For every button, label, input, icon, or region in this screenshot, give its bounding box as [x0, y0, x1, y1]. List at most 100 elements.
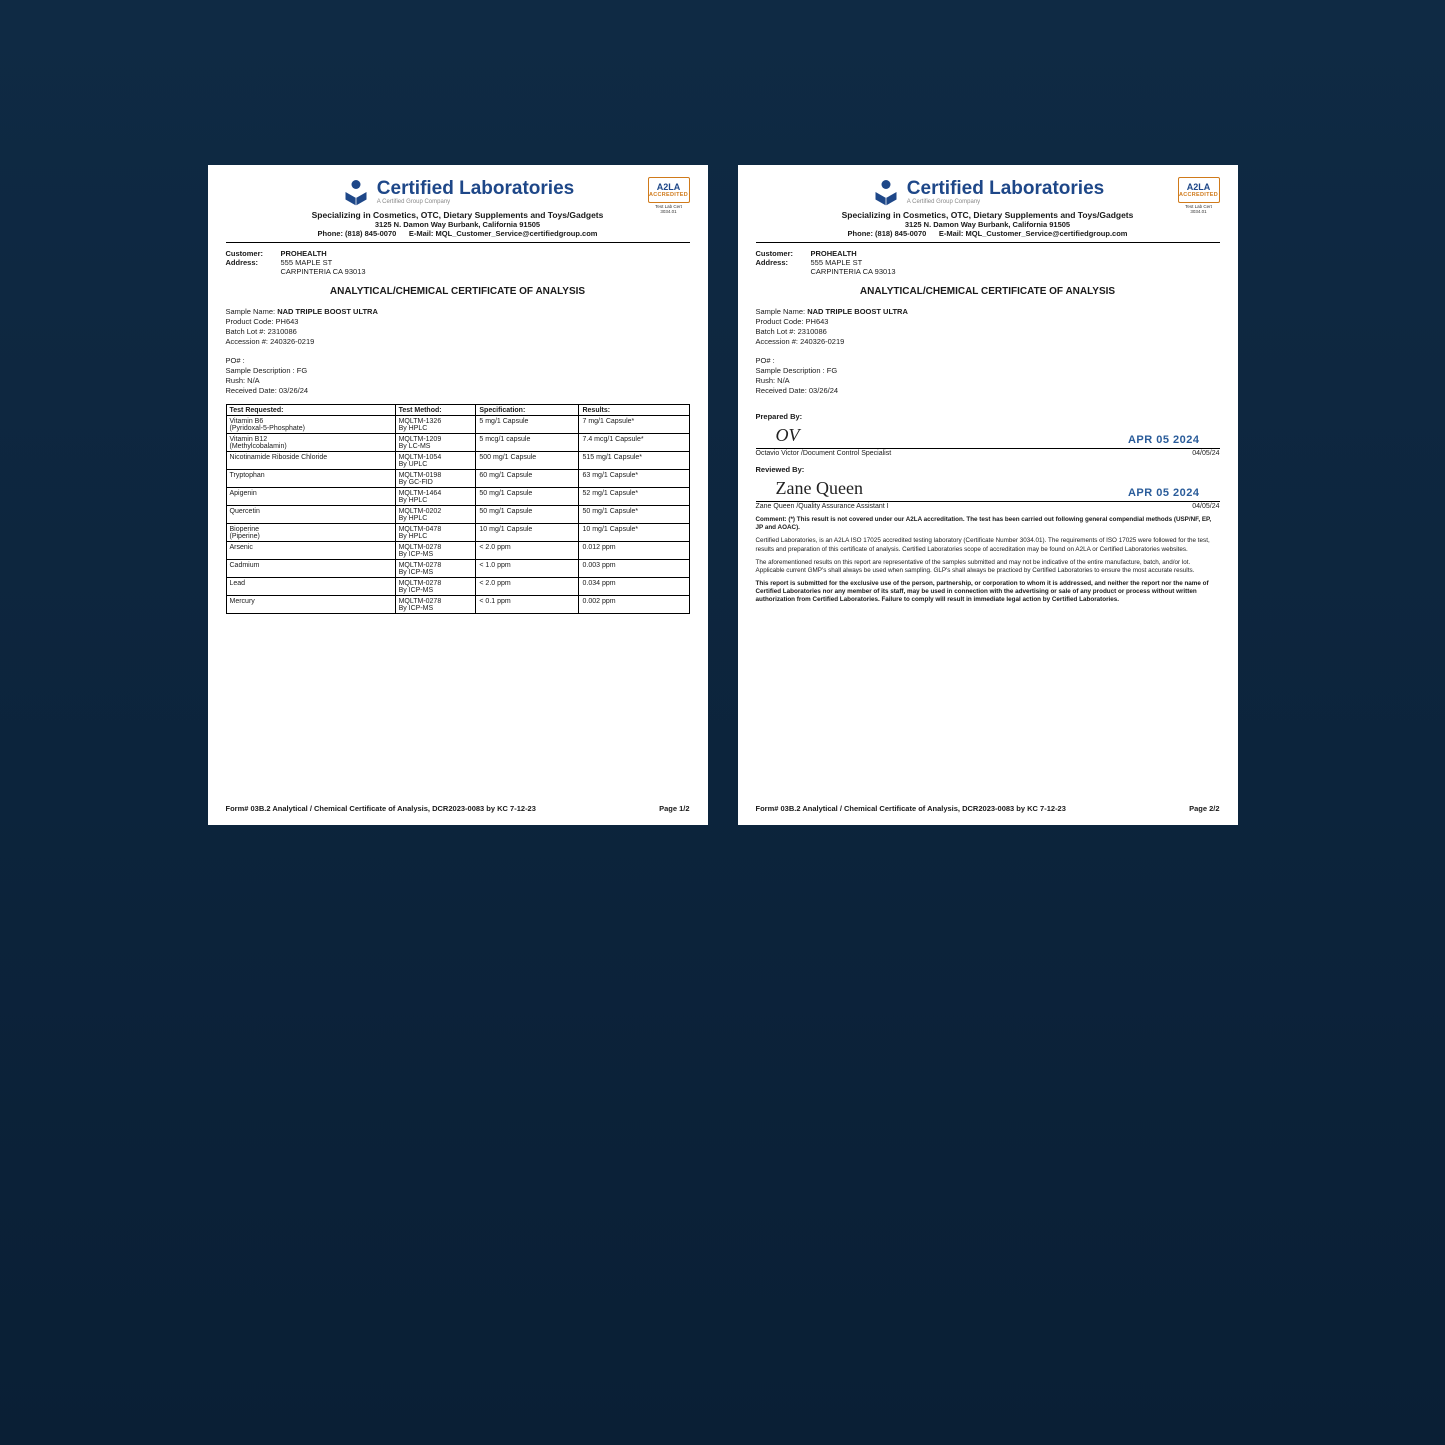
reviewed-date-stamp: APR 05 2024 — [1128, 487, 1220, 499]
table-header: Specification: — [476, 405, 579, 416]
divider — [756, 242, 1220, 243]
table-cell: MQLTM-0478By HPLC — [395, 524, 476, 542]
prepared-signature: OV — [756, 425, 1128, 446]
sample-description: Sample Description : FG — [226, 366, 690, 376]
batch-lot: Batch Lot #: 2310086 — [226, 327, 690, 337]
table-cell: 5 mcg/1 capsule — [476, 434, 579, 452]
reviewed-by-label: Reviewed By: — [756, 465, 1220, 474]
comment-4: This report is submitted for the exclusi… — [756, 580, 1220, 605]
badge-cert-number: Test Lab Cert 3034.01 — [1178, 204, 1220, 214]
company-subtitle: A Certified Group Company — [377, 199, 574, 205]
table-cell: Vitamin B6(Pyridoxal-5-Phosphate) — [226, 416, 395, 434]
comment-2: Certified Laboratories, is an A2LA ISO 1… — [756, 537, 1220, 553]
prepared-name: Octavio Victor /Document Control Special… — [756, 450, 892, 457]
sample-description: Sample Description : FG — [756, 366, 1220, 376]
received-date: Received Date: 03/26/24 — [226, 386, 690, 396]
accession-number: Accession #: 240326-0219 — [756, 337, 1220, 347]
table-cell: MQLTM-1326By HPLC — [395, 416, 476, 434]
results-table: Test Requested:Test Method:Specification… — [226, 404, 690, 614]
address-row-2: CARPINTERIA CA 93013 — [756, 267, 1220, 276]
table-cell: < 2.0 ppm — [476, 578, 579, 596]
reviewed-signature: Zane Queen — [756, 478, 1128, 499]
divider — [226, 242, 690, 243]
customer-row: Customer: PROHEALTH — [226, 249, 690, 258]
sample-name: NAD TRIPLE BOOST ULTRA — [807, 307, 908, 316]
address-label: Address: — [756, 258, 811, 267]
prepared-date: 04/05/24 — [1192, 450, 1219, 457]
badge-cert-number: Test Lab Cert 3034.01 — [648, 204, 690, 214]
table-cell: < 0.1 ppm — [476, 596, 579, 614]
company-name: Certified Laboratories — [907, 179, 1104, 198]
sample-name-label: Sample Name: — [756, 307, 808, 316]
page-number: Page 2/2 — [1189, 804, 1219, 813]
company-logo-icon — [341, 177, 371, 207]
email: E-Mail: MQL_Customer_Service@certifiedgr… — [939, 229, 1128, 238]
table-row: Nicotinamide Riboside ChlorideMQLTM-1054… — [226, 452, 689, 470]
company-address: 3125 N. Damon Way Burbank, California 91… — [226, 220, 690, 229]
table-cell: MQLTM-0278By ICP-MS — [395, 560, 476, 578]
table-cell: Bioperine(Piperine) — [226, 524, 395, 542]
table-cell: MQLTM-1054By UPLC — [395, 452, 476, 470]
table-cell: 5 mg/1 Capsule — [476, 416, 579, 434]
logo-block: Certified Laboratories A Certified Group… — [871, 177, 1104, 207]
table-cell: Mercury — [226, 596, 395, 614]
table-cell: Quercetin — [226, 506, 395, 524]
table-cell: MQLTM-0202By HPLC — [395, 506, 476, 524]
comment-1: Comment: (*) This result is not covered … — [756, 516, 1220, 532]
accreditation-badge: A2LA ACCREDITED Test Lab Cert 3034.01 — [648, 177, 690, 214]
table-row: TryptophanMQLTM-0198By GC-FID60 mg/1 Cap… — [226, 470, 689, 488]
table-cell: 515 mg/1 Capsule* — [579, 452, 689, 470]
table-cell: < 1.0 ppm — [476, 560, 579, 578]
table-cell: 0.012 ppm — [579, 542, 689, 560]
phone: Phone: (818) 845-0070 — [848, 229, 927, 238]
badge-label: A2LA — [1187, 182, 1211, 192]
po-number: PO# : — [226, 356, 690, 366]
table-row: QuercetinMQLTM-0202By HPLC 50 mg/1 Capsul… — [226, 506, 689, 524]
table-cell: MQLTM-0278By ICP-MS — [395, 596, 476, 614]
address-row: Address: 555 MAPLE ST — [226, 258, 690, 267]
table-cell: 10 mg/1 Capsule — [476, 524, 579, 542]
comments: Comment: (*) This result is not covered … — [756, 516, 1220, 610]
table-row: Vitamin B12(Methylcobalamin)MQLTM-1209By… — [226, 434, 689, 452]
po-number: PO# : — [756, 356, 1220, 366]
header: Certified Laboratories A Certified Group… — [756, 177, 1220, 207]
address-row-2: CARPINTERIA CA 93013 — [226, 267, 690, 276]
prepared-date-stamp: APR 05 2024 — [1128, 434, 1220, 446]
certificate-page-1: Certified Laboratories A Certified Group… — [208, 165, 708, 825]
page-footer: Form# 03B.2 Analytical / Chemical Certif… — [226, 798, 690, 813]
table-cell: Arsenic — [226, 542, 395, 560]
company-logo-icon — [871, 177, 901, 207]
sample-meta: Sample Name: NAD TRIPLE BOOST ULTRA Prod… — [756, 307, 1220, 396]
table-row: MercuryMQLTM-0278By ICP-MS< 0.1 ppm0.002… — [226, 596, 689, 614]
tagline: Specializing in Cosmetics, OTC, Dietary … — [756, 210, 1220, 220]
table-cell: Cadmium — [226, 560, 395, 578]
table-header: Test Method: — [395, 405, 476, 416]
table-cell: 50 mg/1 Capsule — [476, 488, 579, 506]
table-row: ApigeninMQLTM-1464By HPLC50 mg/1 Capsule… — [226, 488, 689, 506]
prepared-by-section: Prepared By: OV APR 05 2024 Octavio Vict… — [756, 412, 1220, 457]
customer-name: PROHEALTH — [811, 249, 857, 258]
table-cell: 50 mg/1 Capsule* — [579, 506, 689, 524]
table-cell: 52 mg/1 Capsule* — [579, 488, 689, 506]
address-label: Address: — [226, 258, 281, 267]
table-cell: Apigenin — [226, 488, 395, 506]
customer-name: PROHEALTH — [281, 249, 327, 258]
table-cell: 63 mg/1 Capsule* — [579, 470, 689, 488]
table-cell: MQLTM-0278By ICP-MS — [395, 578, 476, 596]
phone: Phone: (818) 845-0070 — [318, 229, 397, 238]
logo-block: Certified Laboratories A Certified Group… — [341, 177, 574, 207]
document-title: ANALYTICAL/CHEMICAL CERTIFICATE OF ANALY… — [756, 286, 1220, 297]
table-cell: 60 mg/1 Capsule — [476, 470, 579, 488]
table-cell: 500 mg/1 Capsule — [476, 452, 579, 470]
table-cell: MQLTM-0198By GC-FID — [395, 470, 476, 488]
table-header: Results: — [579, 405, 689, 416]
document-title: ANALYTICAL/CHEMICAL CERTIFICATE OF ANALY… — [226, 286, 690, 297]
received-date: Received Date: 03/26/24 — [756, 386, 1220, 396]
reviewed-date: 04/05/24 — [1192, 503, 1219, 510]
page-number: Page 1/2 — [659, 804, 689, 813]
table-cell: < 2.0 ppm — [476, 542, 579, 560]
tagline: Specializing in Cosmetics, OTC, Dietary … — [226, 210, 690, 220]
accession-number: Accession #: 240326-0219 — [226, 337, 690, 347]
header: Certified Laboratories A Certified Group… — [226, 177, 690, 207]
sample-name: NAD TRIPLE BOOST ULTRA — [277, 307, 378, 316]
